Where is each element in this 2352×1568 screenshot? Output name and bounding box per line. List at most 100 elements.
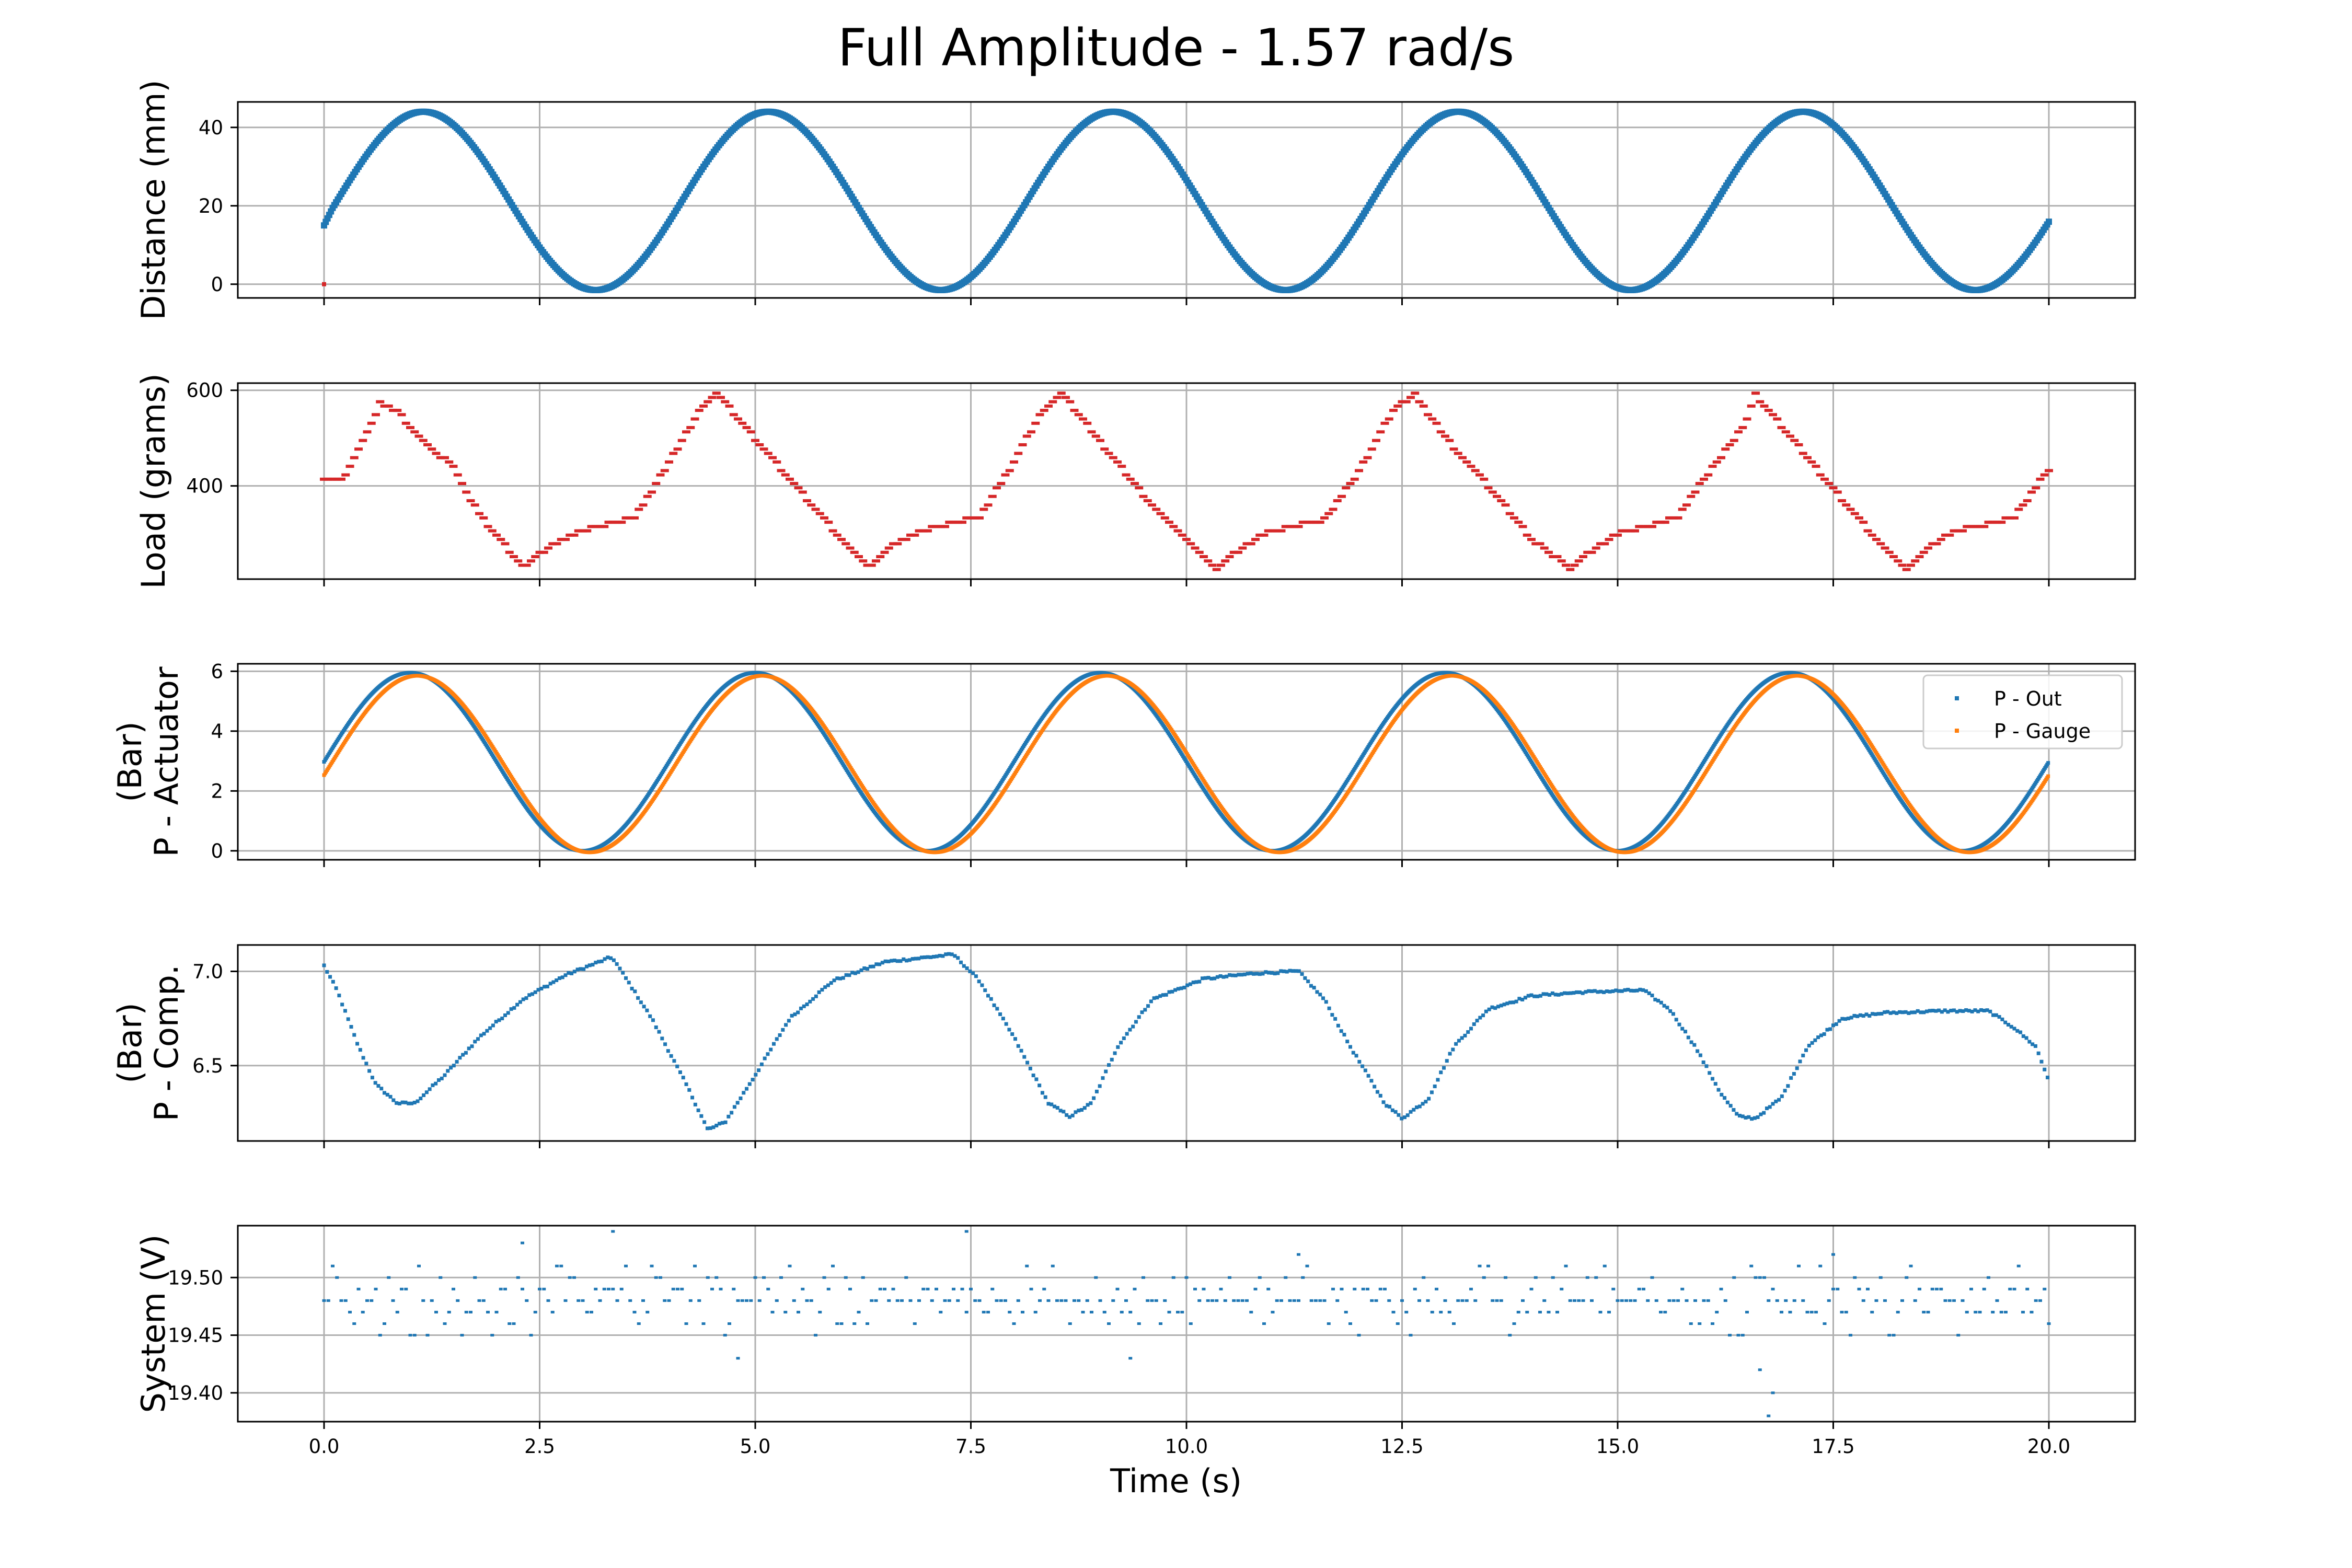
data-point — [1807, 460, 1816, 464]
data-point — [458, 482, 466, 486]
data-point — [1924, 546, 1932, 550]
data-point — [1139, 494, 1148, 498]
data-point — [613, 521, 621, 524]
data-point — [979, 508, 988, 511]
data-point — [742, 1091, 746, 1095]
data-point — [1035, 413, 1044, 417]
data-point — [841, 542, 850, 546]
data-point — [1109, 456, 1117, 459]
y-tick-label: 20 — [199, 195, 223, 217]
data-point — [1669, 516, 1678, 520]
data-point — [910, 533, 919, 537]
data-point — [1592, 546, 1600, 550]
data-point — [889, 542, 897, 546]
data-point — [419, 1097, 423, 1101]
data-point — [355, 1042, 360, 1046]
data-point — [876, 555, 885, 559]
data-point — [884, 546, 893, 550]
data-point — [458, 1056, 462, 1060]
data-point — [1919, 550, 1928, 554]
data-point — [432, 452, 441, 455]
data-point — [603, 957, 607, 961]
data-point — [1057, 391, 1066, 395]
data-point — [1846, 508, 1855, 511]
data-point — [732, 1105, 736, 1109]
data-point — [1781, 430, 1790, 434]
data-point — [1553, 555, 1562, 559]
data-point — [1794, 443, 1803, 446]
data-point — [488, 529, 497, 533]
data-point — [975, 516, 984, 520]
data-point — [337, 994, 341, 998]
data-point — [672, 1059, 676, 1063]
data-point — [466, 499, 475, 502]
data-point — [491, 1023, 495, 1028]
data-point — [945, 521, 954, 524]
data-point — [1876, 542, 1885, 546]
data-point — [379, 1087, 384, 1091]
data-point — [1786, 434, 1794, 438]
data-point — [1191, 546, 1200, 550]
data-point — [708, 396, 717, 399]
data-point — [1531, 542, 1540, 546]
data-point — [1484, 486, 1493, 490]
data-point — [1536, 542, 1544, 546]
data-point — [1596, 542, 1605, 546]
data-point — [1997, 521, 2006, 524]
data-point — [533, 990, 537, 994]
data-point — [1329, 508, 1338, 511]
data-point — [751, 439, 759, 442]
data-point — [2036, 477, 2045, 481]
data-point — [591, 963, 595, 967]
data-point — [1872, 538, 1881, 541]
data-point — [953, 521, 962, 524]
data-point — [1643, 525, 1652, 528]
data-point — [557, 976, 561, 981]
data-point — [606, 955, 610, 960]
data-point — [1277, 529, 1286, 533]
data-point — [1411, 391, 1420, 395]
data-point — [337, 477, 345, 481]
data-point — [566, 533, 574, 537]
data-point — [1096, 439, 1104, 442]
data-point — [855, 555, 863, 559]
data-points — [320, 391, 2053, 571]
data-point — [518, 563, 527, 567]
y-axis-label: Distance (mm) — [134, 80, 172, 320]
data-point — [1462, 460, 1471, 464]
data-point — [621, 516, 630, 520]
data-point — [579, 529, 587, 533]
data-point — [681, 1076, 685, 1080]
data-point — [1385, 417, 1393, 421]
data-point — [1135, 486, 1144, 490]
data-point — [1467, 465, 1475, 468]
data-point — [790, 482, 799, 486]
data-point — [1083, 421, 1092, 425]
data-point — [727, 1114, 731, 1119]
data-point — [1738, 426, 1747, 430]
data-point — [2014, 508, 2023, 511]
data-point — [509, 1007, 513, 1011]
legend-label: P - Out — [1994, 687, 2062, 710]
data-point — [734, 417, 742, 421]
data-point — [322, 963, 326, 967]
data-point — [1855, 516, 1863, 520]
data-point — [665, 460, 673, 464]
data-point — [1342, 486, 1351, 490]
data-point — [621, 971, 625, 975]
data-point — [971, 516, 979, 520]
data-point — [428, 1087, 432, 1091]
y-tick-label: 6 — [211, 660, 223, 683]
data-point — [1600, 542, 1609, 546]
data-point — [1618, 529, 1627, 533]
data-point — [1850, 512, 1859, 515]
data-point — [1251, 538, 1260, 541]
data-point — [1307, 521, 1316, 524]
data-point — [527, 559, 535, 563]
data-point — [739, 1096, 743, 1100]
data-point — [376, 1084, 381, 1088]
data-point — [473, 1040, 477, 1044]
data-point — [492, 533, 501, 537]
data-point — [521, 997, 525, 1001]
